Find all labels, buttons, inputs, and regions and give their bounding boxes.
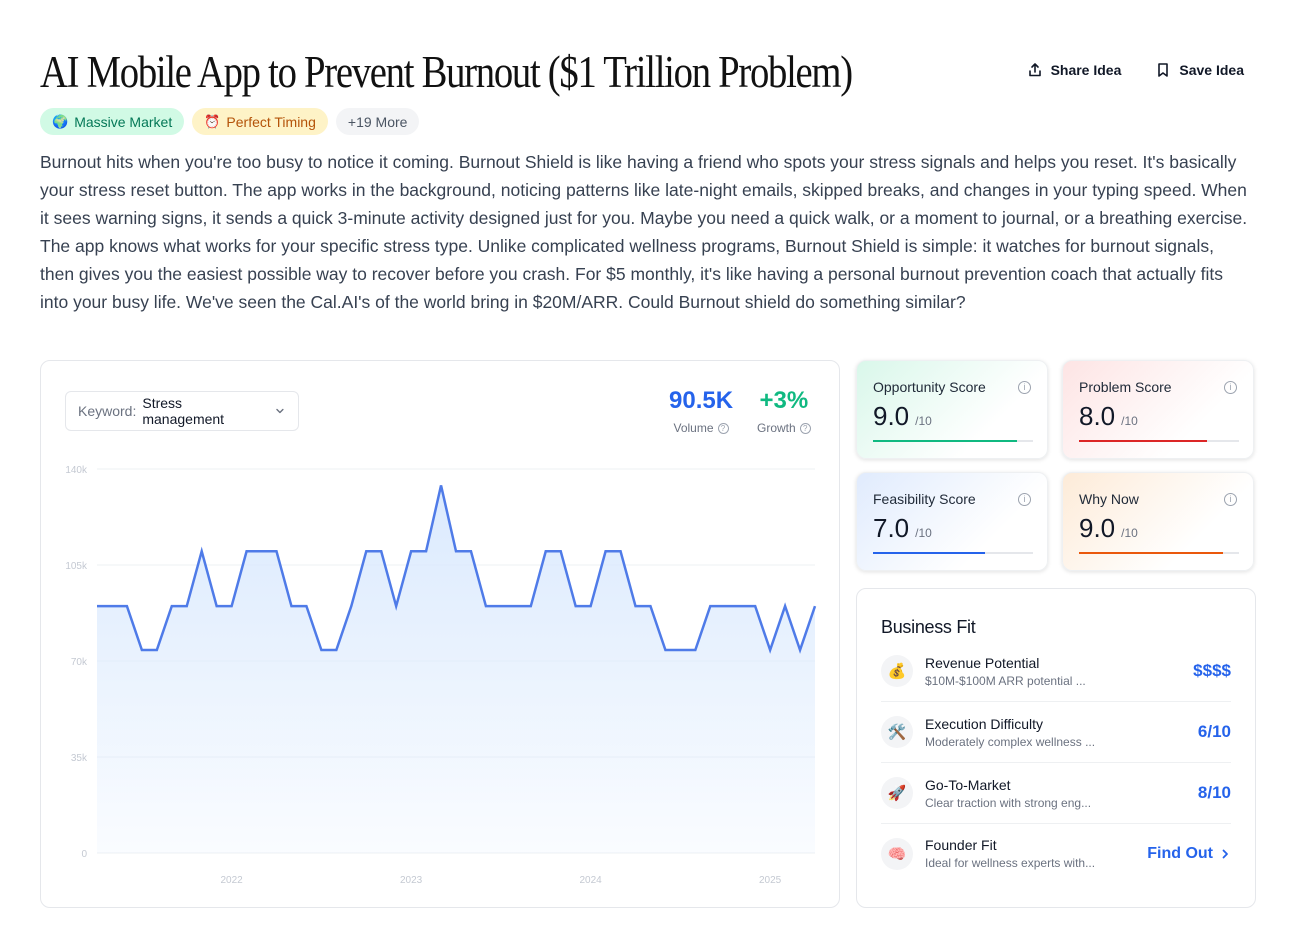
- feasibility-score-card[interactable]: Feasibility Score i 7.0/10: [856, 472, 1048, 571]
- growth-label: Growth: [757, 421, 796, 435]
- save-idea-label: Save Idea: [1179, 62, 1244, 78]
- x-tick-label: 2025: [759, 875, 782, 886]
- score-denominator: /10: [915, 414, 932, 428]
- share-idea-label: Share Idea: [1050, 62, 1122, 78]
- brain-icon: 🧠: [881, 837, 913, 870]
- help-icon[interactable]: ?: [799, 422, 811, 434]
- score-denominator: /10: [1121, 414, 1138, 428]
- idea-description: Burnout hits when you're too busy to not…: [40, 152, 1248, 312]
- score-name: Problem Score: [1079, 379, 1172, 395]
- score-value: 8.0: [1079, 401, 1116, 431]
- score-progress-fill: [1079, 552, 1223, 554]
- growth-metric: +3% Growth?: [757, 387, 811, 435]
- badge-perfect-timing[interactable]: ⏰ Perfect Timing: [192, 108, 328, 135]
- fit-row-value: 8/10: [1197, 783, 1231, 802]
- fit-row-go-to-market[interactable]: 🚀 Go-To-Market Clear traction with stron…: [881, 763, 1231, 824]
- y-tick-label: 70k: [71, 657, 88, 668]
- score-denominator: /10: [1121, 526, 1138, 540]
- badge-label: +19 More: [347, 113, 408, 130]
- score-progress-fill: [1079, 440, 1207, 442]
- fit-row-revenue-potential[interactable]: 💰 Revenue Potential $10M-$100M ARR poten…: [881, 641, 1231, 702]
- score-name: Opportunity Score: [873, 379, 986, 395]
- score-value: 9.0: [873, 401, 910, 431]
- fit-row-value: $$$$: [1193, 661, 1231, 680]
- header-actions: Share Idea Save Idea: [1027, 62, 1244, 78]
- volume-label: Volume: [673, 421, 714, 435]
- page-title: AI Mobile App to Prevent Burnout ($1 Tri…: [40, 47, 853, 97]
- fit-row-founder-fit[interactable]: 🧠 Founder Fit Ideal for wellness experts…: [881, 823, 1231, 884]
- badge-label: Massive Market: [74, 113, 173, 130]
- score-value: 7.0: [873, 513, 910, 543]
- chevron-right-icon: [1222, 849, 1228, 858]
- share-idea-button[interactable]: Share Idea: [1027, 62, 1122, 78]
- fit-row-name: Execution Difficulty: [925, 715, 1044, 732]
- fit-row-subtitle: Ideal for wellness experts with...: [925, 856, 1096, 870]
- keyword-select[interactable]: Keyword: Stress management: [65, 391, 299, 431]
- fit-row-subtitle: $10M-$100M ARR potential ...: [925, 673, 1086, 688]
- chevron-down-icon: [276, 408, 284, 414]
- y-tick-label: 0: [81, 849, 87, 860]
- score-progress-track: [873, 552, 1033, 554]
- score-progress-fill: [873, 552, 985, 554]
- money-bag-icon: 💰: [881, 655, 913, 687]
- problem-score-card[interactable]: Problem Score i 8.0/10: [1062, 360, 1254, 459]
- hammer-wrench-icon: 🛠️: [881, 716, 913, 748]
- search-volume-chart: 0 35k 70k 105k 140k 2022 2023 2024 2025: [65, 465, 817, 886]
- bookmark-icon: [1158, 63, 1169, 77]
- score-denominator: /10: [915, 526, 932, 540]
- score-progress-track: [873, 440, 1033, 442]
- fit-row-subtitle: Clear traction with strong eng...: [925, 795, 1092, 810]
- business-fit-card: Business Fit 💰 Revenue Potential $10M-$1…: [856, 588, 1256, 908]
- score-value: 9.0: [1079, 513, 1116, 543]
- globe-icon: 🌍: [52, 113, 69, 129]
- fit-row-name: Revenue Potential: [925, 654, 1040, 671]
- score-name: Feasibility Score: [873, 491, 976, 507]
- save-idea-button[interactable]: Save Idea: [1155, 62, 1244, 78]
- series-area: [97, 485, 815, 853]
- volume-value: 90.5K: [669, 387, 734, 414]
- rocket-icon: 🚀: [881, 777, 913, 809]
- info-icon[interactable]: i: [1018, 381, 1031, 394]
- info-icon[interactable]: i: [1224, 381, 1237, 394]
- alarm-clock-icon: ⏰: [204, 113, 221, 129]
- series-line: [97, 485, 817, 654]
- score-progress-track: [1079, 440, 1239, 442]
- fit-row-execution-difficulty[interactable]: 🛠️ Execution Difficulty Moderately compl…: [881, 702, 1231, 763]
- x-tick-label: 2024: [580, 875, 603, 886]
- badge-list: 🌍 Massive Market ⏰ Perfect Timing +19 Mo…: [40, 108, 420, 135]
- y-tick-label: 140k: [65, 465, 88, 476]
- help-icon[interactable]: ?: [717, 422, 729, 434]
- find-out-link[interactable]: Find Out: [1147, 845, 1231, 863]
- score-progress-fill: [873, 440, 1017, 442]
- info-icon[interactable]: i: [1224, 493, 1237, 506]
- keyword-value: Stress management: [142, 395, 225, 427]
- info-icon[interactable]: i: [1018, 493, 1031, 506]
- y-tick-label: 105k: [65, 561, 88, 572]
- opportunity-score-card[interactable]: Opportunity Score i 9.0/10: [856, 360, 1048, 459]
- badge-massive-market[interactable]: 🌍 Massive Market: [40, 108, 185, 135]
- share-icon: [1028, 63, 1041, 77]
- growth-value: +3%: [759, 387, 809, 414]
- why-now-score-card[interactable]: Why Now i 9.0/10: [1062, 472, 1254, 571]
- y-tick-label: 35k: [71, 753, 88, 764]
- x-tick-label: 2022: [221, 875, 244, 886]
- score-progress-track: [1079, 552, 1239, 554]
- score-name: Why Now: [1079, 491, 1139, 507]
- trend-chart-card: Keyword: Stress management 90.5K Volume?…: [40, 360, 840, 908]
- x-tick-label: 2023: [400, 875, 423, 886]
- keyword-label: Keyword:: [78, 403, 137, 419]
- volume-metric: 90.5K Volume?: [669, 387, 733, 435]
- business-fit-title: Business Fit: [881, 617, 976, 637]
- find-out-label: Find Out: [1147, 844, 1213, 862]
- fit-row-name: Founder Fit: [925, 837, 997, 853]
- fit-row-subtitle: Moderately complex wellness ...: [925, 734, 1096, 749]
- fit-row-value: 6/10: [1197, 722, 1231, 741]
- fit-row-name: Go-To-Market: [925, 776, 1011, 793]
- badge-more[interactable]: +19 More: [335, 108, 420, 135]
- badge-label: Perfect Timing: [226, 113, 316, 130]
